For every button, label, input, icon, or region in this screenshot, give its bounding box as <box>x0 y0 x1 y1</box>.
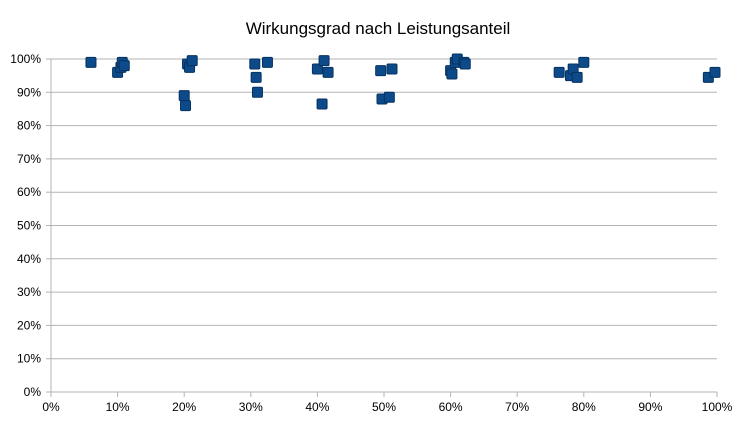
data-point <box>578 56 590 68</box>
data-point <box>459 58 471 70</box>
data-point <box>318 55 330 67</box>
data-point <box>709 66 721 78</box>
data-point <box>375 65 387 77</box>
data-point <box>118 60 130 72</box>
data-point <box>571 71 583 83</box>
data-point <box>180 100 192 112</box>
x-tick-label: 90% <box>638 400 662 414</box>
y-tick-label: 90% <box>17 85 41 99</box>
x-tick-label: 30% <box>239 400 263 414</box>
gridlines <box>51 58 717 393</box>
x-tick-label: 70% <box>505 400 529 414</box>
y-tick-label: 70% <box>17 152 41 166</box>
x-tick-label: 80% <box>572 400 596 414</box>
data-point <box>322 66 334 78</box>
data-point <box>316 98 328 110</box>
data-point <box>251 86 263 98</box>
x-tick-label: 20% <box>172 400 196 414</box>
data-point <box>553 66 565 78</box>
x-tick-label: 10% <box>106 400 130 414</box>
axes <box>46 58 718 397</box>
data-point <box>386 63 398 75</box>
x-tick-label: 100% <box>702 400 733 414</box>
data-point <box>250 71 262 83</box>
y-tick-label: 100% <box>10 52 41 66</box>
data-point <box>261 56 273 68</box>
data-point <box>186 55 198 67</box>
y-tick-label: 40% <box>17 252 41 266</box>
x-tick-label: 40% <box>305 400 329 414</box>
data-point <box>311 63 323 75</box>
data-point <box>178 90 190 102</box>
x-tick-labels: 0% 10% 20% 30% 40% 50% 60% 70% 80% 90% 100% <box>42 400 732 414</box>
data-point <box>85 56 97 68</box>
chart-title: Wirkungsgrad nach Leistungsanteil <box>246 19 511 38</box>
data-point <box>249 58 261 70</box>
data-point <box>383 91 395 103</box>
y-tick-labels: 0% 10% 20% 30% 40% 50% 60% 70% 80% 90% 100% <box>10 52 41 399</box>
y-tick-label: 20% <box>17 318 41 332</box>
data-points <box>85 53 721 112</box>
y-tick-label: 0% <box>24 385 42 399</box>
y-tick-label: 80% <box>17 119 41 133</box>
data-point <box>446 68 458 80</box>
y-tick-label: 30% <box>17 285 41 299</box>
x-tick-label: 60% <box>439 400 463 414</box>
x-tick-label: 0% <box>42 400 60 414</box>
y-tick-label: 10% <box>17 352 41 366</box>
y-tick-label: 50% <box>17 219 41 233</box>
y-tick-label: 60% <box>17 185 41 199</box>
x-tick-label: 50% <box>372 400 396 414</box>
